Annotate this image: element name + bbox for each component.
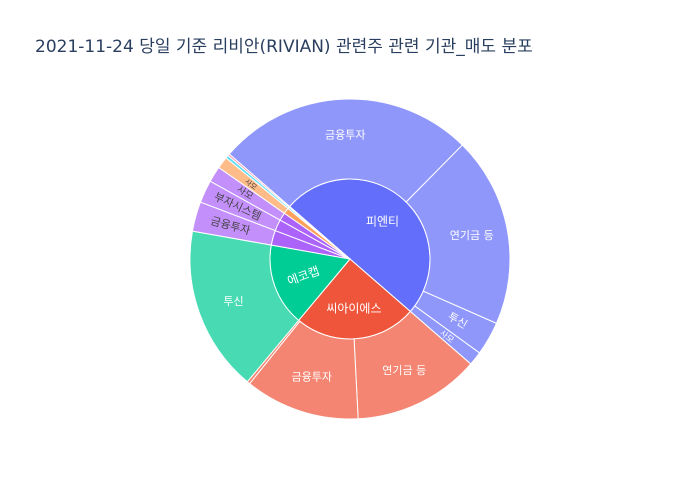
- outer-segment[interactable]: [228, 98, 464, 208]
- outer-segment[interactable]: [227, 153, 291, 208]
- outer-segment[interactable]: [405, 144, 511, 325]
- chart-title: 2021-11-24 당일 기준 리비안(RIVIAN) 관련주 관련 기관_매…: [35, 37, 533, 57]
